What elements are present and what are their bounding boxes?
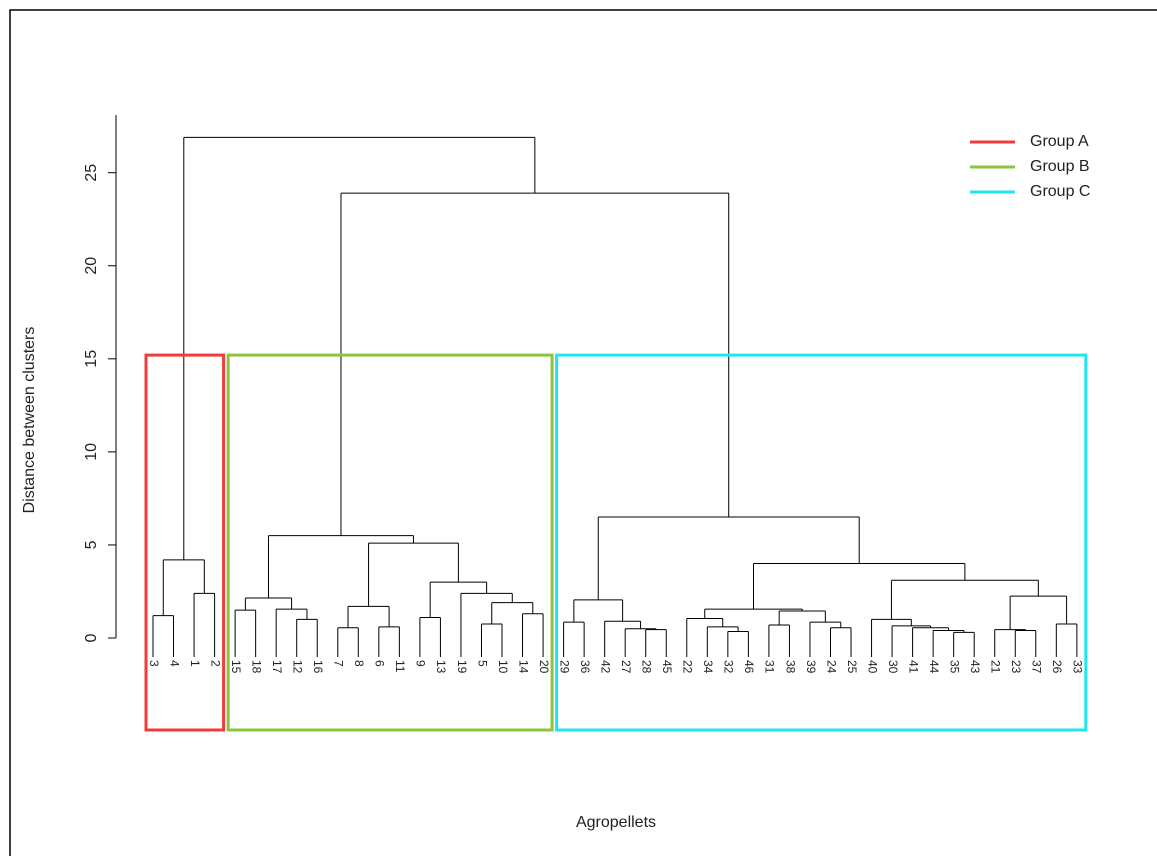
leaf-label: 26	[1050, 660, 1064, 674]
leaf-label: 20	[537, 660, 551, 674]
leaf-label: 11	[393, 660, 407, 673]
legend-label: Group B	[1030, 158, 1090, 175]
leaf-label: 13	[434, 660, 448, 674]
leaf-label: 9	[414, 660, 428, 667]
leaf-label: 21	[989, 660, 1003, 674]
y-tick-label: 25	[83, 164, 100, 182]
leaf-label: 28	[640, 660, 654, 674]
y-tick-label: 5	[83, 540, 100, 549]
leaf-label: 12	[291, 660, 305, 674]
leaf-label: 25	[845, 660, 859, 674]
leaf-label: 4	[167, 660, 181, 667]
leaf-label: 1	[188, 660, 202, 667]
y-tick-label: 15	[83, 350, 100, 368]
leaf-label: 38	[783, 660, 797, 674]
leaf-label: 36	[578, 660, 592, 674]
leaf-label: 40	[865, 660, 879, 674]
leaf-label: 2	[208, 660, 222, 667]
leaf-label: 23	[1009, 660, 1023, 674]
leaf-label: 17	[270, 660, 284, 674]
leaf-label: 42	[598, 660, 612, 674]
leaf-label: 7	[332, 660, 346, 667]
y-axis-label: Distance between clusters	[21, 327, 38, 514]
leaf-label: 27	[619, 660, 633, 674]
leaf-label: 41	[906, 660, 920, 674]
leaf-label: 29	[557, 660, 571, 674]
leaf-label: 43	[968, 660, 982, 674]
y-tick-label: 0	[83, 633, 100, 642]
leaf-label: 35	[947, 660, 961, 674]
leaf-label: 22	[681, 660, 695, 674]
leaf-label: 39	[804, 660, 818, 674]
leaf-label: 3	[147, 660, 161, 667]
group-box	[144, 353, 226, 732]
leaf-label: 45	[660, 660, 674, 674]
group-box	[555, 353, 1088, 732]
legend-label: Group A	[1030, 133, 1089, 150]
x-axis-label: Agropellets	[576, 814, 656, 831]
frame	[9, 9, 1157, 861]
group-box	[226, 353, 554, 732]
y-tick-label: 10	[83, 443, 100, 461]
leaf-label: 24	[824, 660, 838, 674]
y-tick-label: 20	[83, 257, 100, 275]
leaf-label: 31	[763, 660, 777, 674]
leaf-label: 19	[455, 660, 469, 674]
leaf-label: 5	[475, 660, 489, 667]
leaf-label: 34	[701, 660, 715, 674]
leaf-label: 14	[516, 660, 530, 674]
leaf-label: 30	[886, 660, 900, 674]
leaf-label: 33	[1071, 660, 1085, 674]
leaf-label: 8	[352, 660, 366, 667]
leaf-label: 44	[927, 660, 941, 674]
leaf-label: 37	[1030, 660, 1044, 674]
leaf-label: 32	[722, 660, 736, 674]
leaf-label: 6	[373, 660, 387, 667]
leaf-label: 16	[311, 660, 325, 674]
leaf-label: 10	[496, 660, 510, 674]
leaf-label: 46	[742, 660, 756, 674]
legend-label: Group C	[1030, 183, 1090, 200]
leaf-label: 18	[249, 660, 263, 674]
leaf-label: 15	[229, 660, 243, 674]
